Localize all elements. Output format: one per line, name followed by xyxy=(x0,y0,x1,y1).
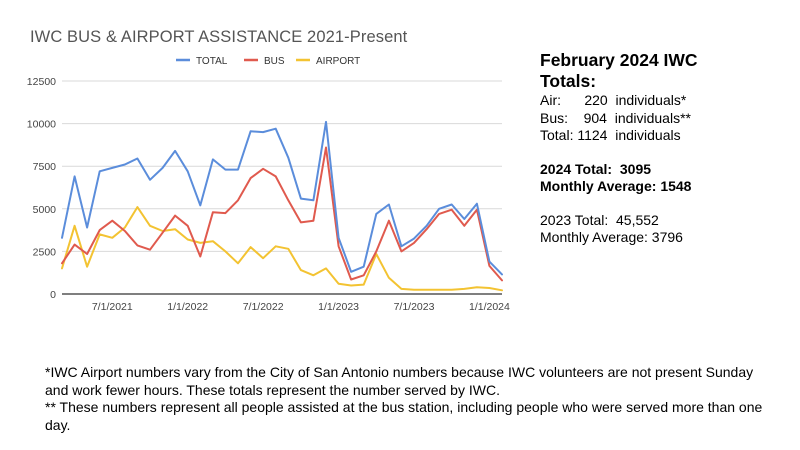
stats-air: Air: 220 individuals* xyxy=(540,92,687,108)
x-tick-label: 1/1/2022 xyxy=(167,301,208,313)
stats-2023-average: Monthly Average: 3796 xyxy=(540,229,683,245)
stats-bus: Bus: 904 individuals** xyxy=(540,109,691,126)
y-axis-ticks: 0 2500 5000 7500 10000 12500 xyxy=(27,76,56,301)
x-tick-label: 7/1/2021 xyxy=(92,301,133,313)
series-lines xyxy=(61,120,503,292)
x-tick-label: 7/1/2023 xyxy=(394,301,435,313)
footnote-bus: ** These numbers represent all people as… xyxy=(45,399,763,433)
stats-heading-line1: February 2024 IWC xyxy=(540,50,698,70)
footnotes: *IWC Airport numbers vary from the City … xyxy=(45,364,765,434)
legend-label-total: TOTAL xyxy=(196,56,228,67)
stats-2024-total: 2024 Total: 3095 xyxy=(540,160,652,177)
x-tick-label: 7/1/2022 xyxy=(243,301,284,313)
stats-2023-total: 2023 Total: 45,552 xyxy=(540,211,659,228)
footnote-airport: *IWC Airport numbers vary from the City … xyxy=(45,364,754,398)
y-tick-label: 7500 xyxy=(33,161,57,173)
chart-title: IWC BUS & AIRPORT ASSISTANCE 2021-Presen… xyxy=(30,28,408,46)
y-tick-label: 0 xyxy=(50,289,56,301)
series-line-total xyxy=(61,120,503,276)
chart: 0 2500 5000 7500 10000 12500 7/1/2021 1/1/2022… xyxy=(27,56,510,313)
y-tick-label: 5000 xyxy=(33,204,57,216)
series-line-bus xyxy=(61,146,503,282)
legend-label-airport: AIRPORT xyxy=(316,56,360,67)
y-tick-label: 12500 xyxy=(27,76,56,88)
legend: TOTAL BUS AIRPORT xyxy=(176,56,360,67)
legend-label-bus: BUS xyxy=(264,56,285,67)
y-tick-label: 10000 xyxy=(27,119,56,131)
y-tick-label: 2500 xyxy=(33,246,57,258)
series-line-airport xyxy=(61,206,503,292)
stats-heading-line2: Totals: xyxy=(540,71,597,91)
x-axis-ticks: 7/1/2021 1/1/2022 7/1/2022 1/1/2023 7/1/2023… xyxy=(92,301,510,313)
x-tick-label: 1/1/2023 xyxy=(318,301,359,313)
stats-total: Total: 1124 individuals xyxy=(540,127,681,143)
gridlines xyxy=(62,80,502,295)
stats-panel: February 2024 IWC Totals: Air: 220 indiv… xyxy=(540,50,790,247)
stats-2024-average: Monthly Average: 1548 xyxy=(540,178,692,194)
x-tick-label: 1/1/2024 xyxy=(469,301,510,313)
